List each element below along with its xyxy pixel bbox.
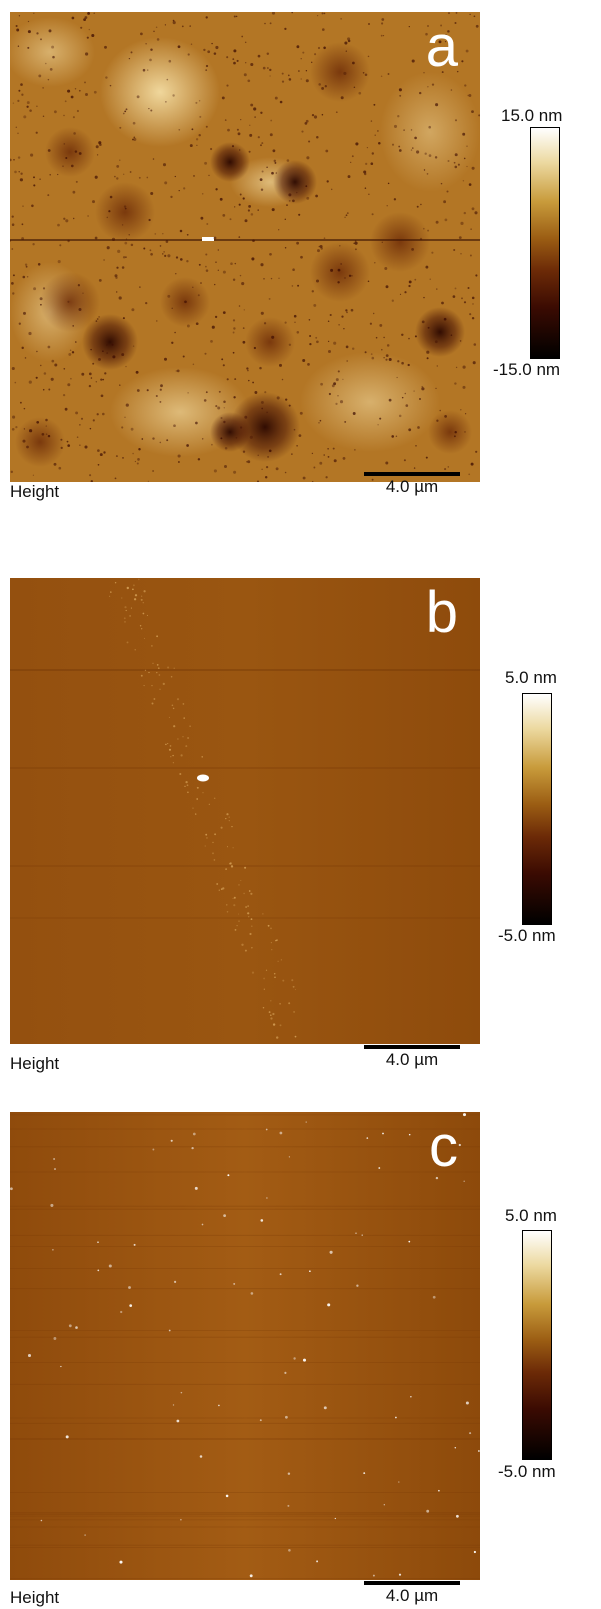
afm-image-a: a <box>10 12 480 482</box>
scale-bar-c: 4.0 µm <box>364 1581 460 1606</box>
panel-letter-a: a <box>425 14 458 79</box>
panel-letter-b: b <box>425 580 458 645</box>
height-caption-a: Height <box>10 482 60 501</box>
panel-letter-c: c <box>429 1114 458 1179</box>
afm-image-c: c <box>10 1112 480 1580</box>
height-caption-c: Height <box>10 1588 60 1607</box>
scale-bar-label-b: 4.0 µm <box>385 1050 439 1069</box>
colorbar-min-a: -15.0 nm <box>493 360 561 379</box>
colorbar-max-a: 15.0 nm <box>501 106 563 125</box>
scale-bar-line-b <box>364 1045 460 1049</box>
scale-bar-label-a: 4.0 µm <box>385 477 439 496</box>
colorbar-gradient-a <box>530 127 560 359</box>
colorbar-min-b: -5.0 nm <box>498 926 556 945</box>
scale-bar-line-c <box>364 1581 460 1585</box>
colorbar-gradient-b <box>522 693 552 925</box>
afm-height-map-b <box>10 578 480 1044</box>
scale-bar-line-a <box>364 472 460 476</box>
colorbar-min-c: -5.0 nm <box>498 1462 556 1481</box>
colorbar-max-c: 5.0 nm <box>505 1206 557 1225</box>
scale-bar-label-c: 4.0 µm <box>385 1586 439 1605</box>
afm-image-b: b <box>10 578 480 1044</box>
colorbar-gradient-c <box>522 1230 552 1460</box>
afm-height-map-a <box>10 12 480 482</box>
height-caption-b: Height <box>10 1054 60 1073</box>
scale-bar-b: 4.0 µm <box>364 1045 460 1070</box>
scale-bar-a: 4.0 µm <box>364 472 460 497</box>
afm-height-map-c <box>10 1112 480 1580</box>
colorbar-max-b: 5.0 nm <box>505 668 557 687</box>
